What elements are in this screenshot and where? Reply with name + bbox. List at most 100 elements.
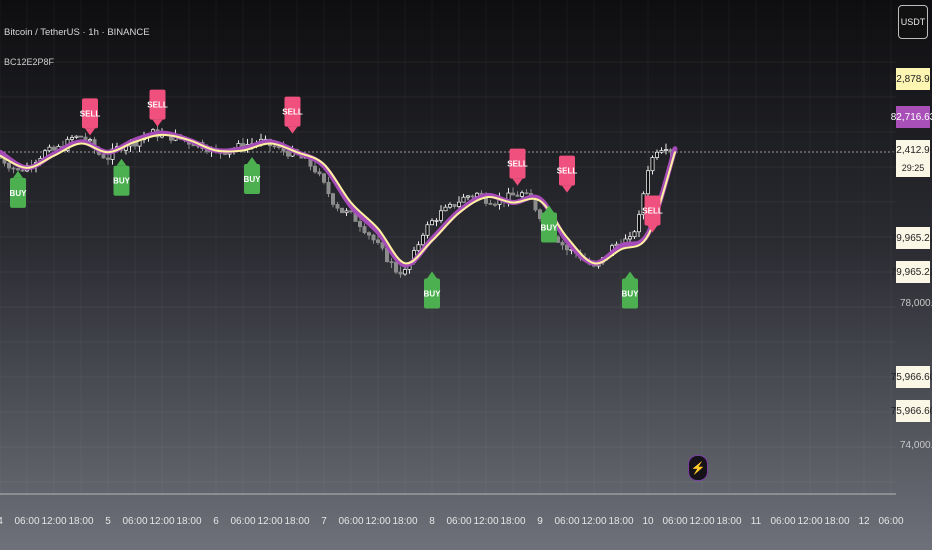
- price-level-label: 74,000.00: [900, 440, 932, 451]
- indicator-label[interactable]: BC12E2P8F: [4, 57, 55, 67]
- signal-pointer: [625, 271, 635, 279]
- candle-body: [646, 170, 651, 195]
- candle-body: [285, 150, 290, 157]
- candle-body: [362, 226, 367, 234]
- signal-pointer: [247, 156, 257, 164]
- candle-body: [317, 171, 322, 175]
- x-tick-label: 8: [429, 516, 435, 527]
- indicator-lines: [0, 130, 678, 268]
- candle-body: [52, 146, 57, 151]
- candle-body: [344, 210, 349, 214]
- candle-body: [371, 234, 376, 241]
- signal-box: [559, 155, 575, 186]
- candle-body: [565, 244, 570, 251]
- x-axis: 406:0012:0018:00506:0012:0018:00606:0012…: [0, 516, 904, 527]
- candle-body: [434, 219, 439, 222]
- x-tick-label: 06:00: [14, 516, 39, 527]
- last-price-tag: 82,412.91: [891, 140, 932, 160]
- candle-body: [47, 146, 52, 152]
- x-tick-label: 5: [105, 516, 111, 527]
- candle-body: [637, 214, 642, 233]
- candle-body: [11, 167, 16, 170]
- x-tick-label: 12: [858, 516, 870, 527]
- candle-body: [465, 195, 470, 198]
- candle-body: [366, 232, 371, 236]
- buy-signal: BUY: [113, 158, 131, 196]
- signal-label: SELL: [282, 108, 303, 117]
- candle-body: [393, 261, 398, 273]
- candle-body: [398, 271, 403, 275]
- candle-body: [520, 192, 525, 197]
- yellow-ma-line: [0, 133, 676, 265]
- signal-box: [149, 89, 166, 120]
- x-tick-label: 12:00: [689, 516, 714, 527]
- price-tag-upper-1: 79,965.22: [891, 227, 932, 249]
- candle-body: [20, 169, 25, 172]
- x-tick-label: 12:00: [473, 516, 498, 527]
- candle-body: [0, 157, 3, 159]
- buy-signal: BUY: [244, 156, 261, 194]
- candle-body: [492, 203, 497, 206]
- candle-body: [632, 231, 637, 238]
- candle-body: [488, 203, 493, 205]
- x-tick-label: 12:00: [365, 516, 390, 527]
- signal-label: SELL: [642, 207, 663, 216]
- candle-body: [74, 135, 79, 138]
- x-tick-label: 12:00: [797, 516, 822, 527]
- signal-label: SELL: [557, 167, 578, 176]
- x-tick-label: 18:00: [500, 516, 525, 527]
- candle-body: [106, 157, 111, 160]
- x-tick-label: 18:00: [176, 516, 201, 527]
- currency-button[interactable]: USDT: [898, 5, 928, 39]
- signal-pointer: [512, 178, 523, 186]
- x-tick-label: 12:00: [581, 516, 606, 527]
- x-tick-label: 9: [537, 516, 543, 527]
- x-tick-label: 18:00: [392, 516, 417, 527]
- x-tick-label: 18:00: [824, 516, 849, 527]
- x-tick-label: 18:00: [284, 516, 309, 527]
- candle-body: [7, 162, 12, 169]
- candle-body: [456, 201, 461, 207]
- signal-pointer: [287, 126, 298, 134]
- candle-body: [326, 181, 331, 195]
- signal-label: BUY: [541, 224, 559, 233]
- sell-signal: SELL: [282, 96, 303, 134]
- candle-body: [380, 242, 385, 249]
- signal-pointer: [13, 170, 23, 178]
- sell-signal: SELL: [507, 148, 528, 186]
- signal-label: BUY: [10, 189, 28, 198]
- signal-pointer: [152, 119, 163, 127]
- candle-body: [15, 168, 20, 171]
- candle-body: [560, 241, 565, 246]
- signal-label: SELL: [80, 109, 101, 118]
- buy-signal: BUY: [10, 170, 28, 208]
- candle-body: [628, 236, 633, 240]
- x-tick-label: 06:00: [122, 516, 147, 527]
- candle-body: [402, 269, 407, 275]
- x-tick-label: 06:00: [878, 516, 903, 527]
- candle-body: [222, 153, 227, 155]
- buy-signal: BUY: [622, 271, 639, 309]
- candle-body: [101, 153, 106, 159]
- x-tick-label: 11: [751, 516, 762, 527]
- signals: BUY SELL BUY SELL BUY SELL BUY SELL BUY SELL BUY SE…: [10, 89, 663, 309]
- candle-body: [389, 261, 394, 264]
- signal-box: [10, 177, 26, 208]
- lightning-icon[interactable]: ⚡: [688, 455, 708, 481]
- candle-body: [515, 194, 520, 197]
- x-tick-label: 4: [0, 516, 3, 527]
- candle-body: [524, 192, 529, 195]
- sell-signal: SELL: [147, 89, 168, 127]
- x-tick-label: 18:00: [68, 516, 93, 527]
- signal-label: BUY: [424, 289, 442, 298]
- candle-body: [335, 204, 340, 209]
- candle-body: [79, 135, 84, 138]
- countdown-tag: 29:25: [896, 159, 930, 177]
- signal-box: [424, 278, 440, 309]
- buy-signal: BUY: [541, 205, 559, 243]
- x-tick-label: 12:00: [257, 516, 282, 527]
- grid-lines: [0, 0, 896, 494]
- candle-body: [650, 157, 655, 172]
- x-tick-label: 18:00: [716, 516, 741, 527]
